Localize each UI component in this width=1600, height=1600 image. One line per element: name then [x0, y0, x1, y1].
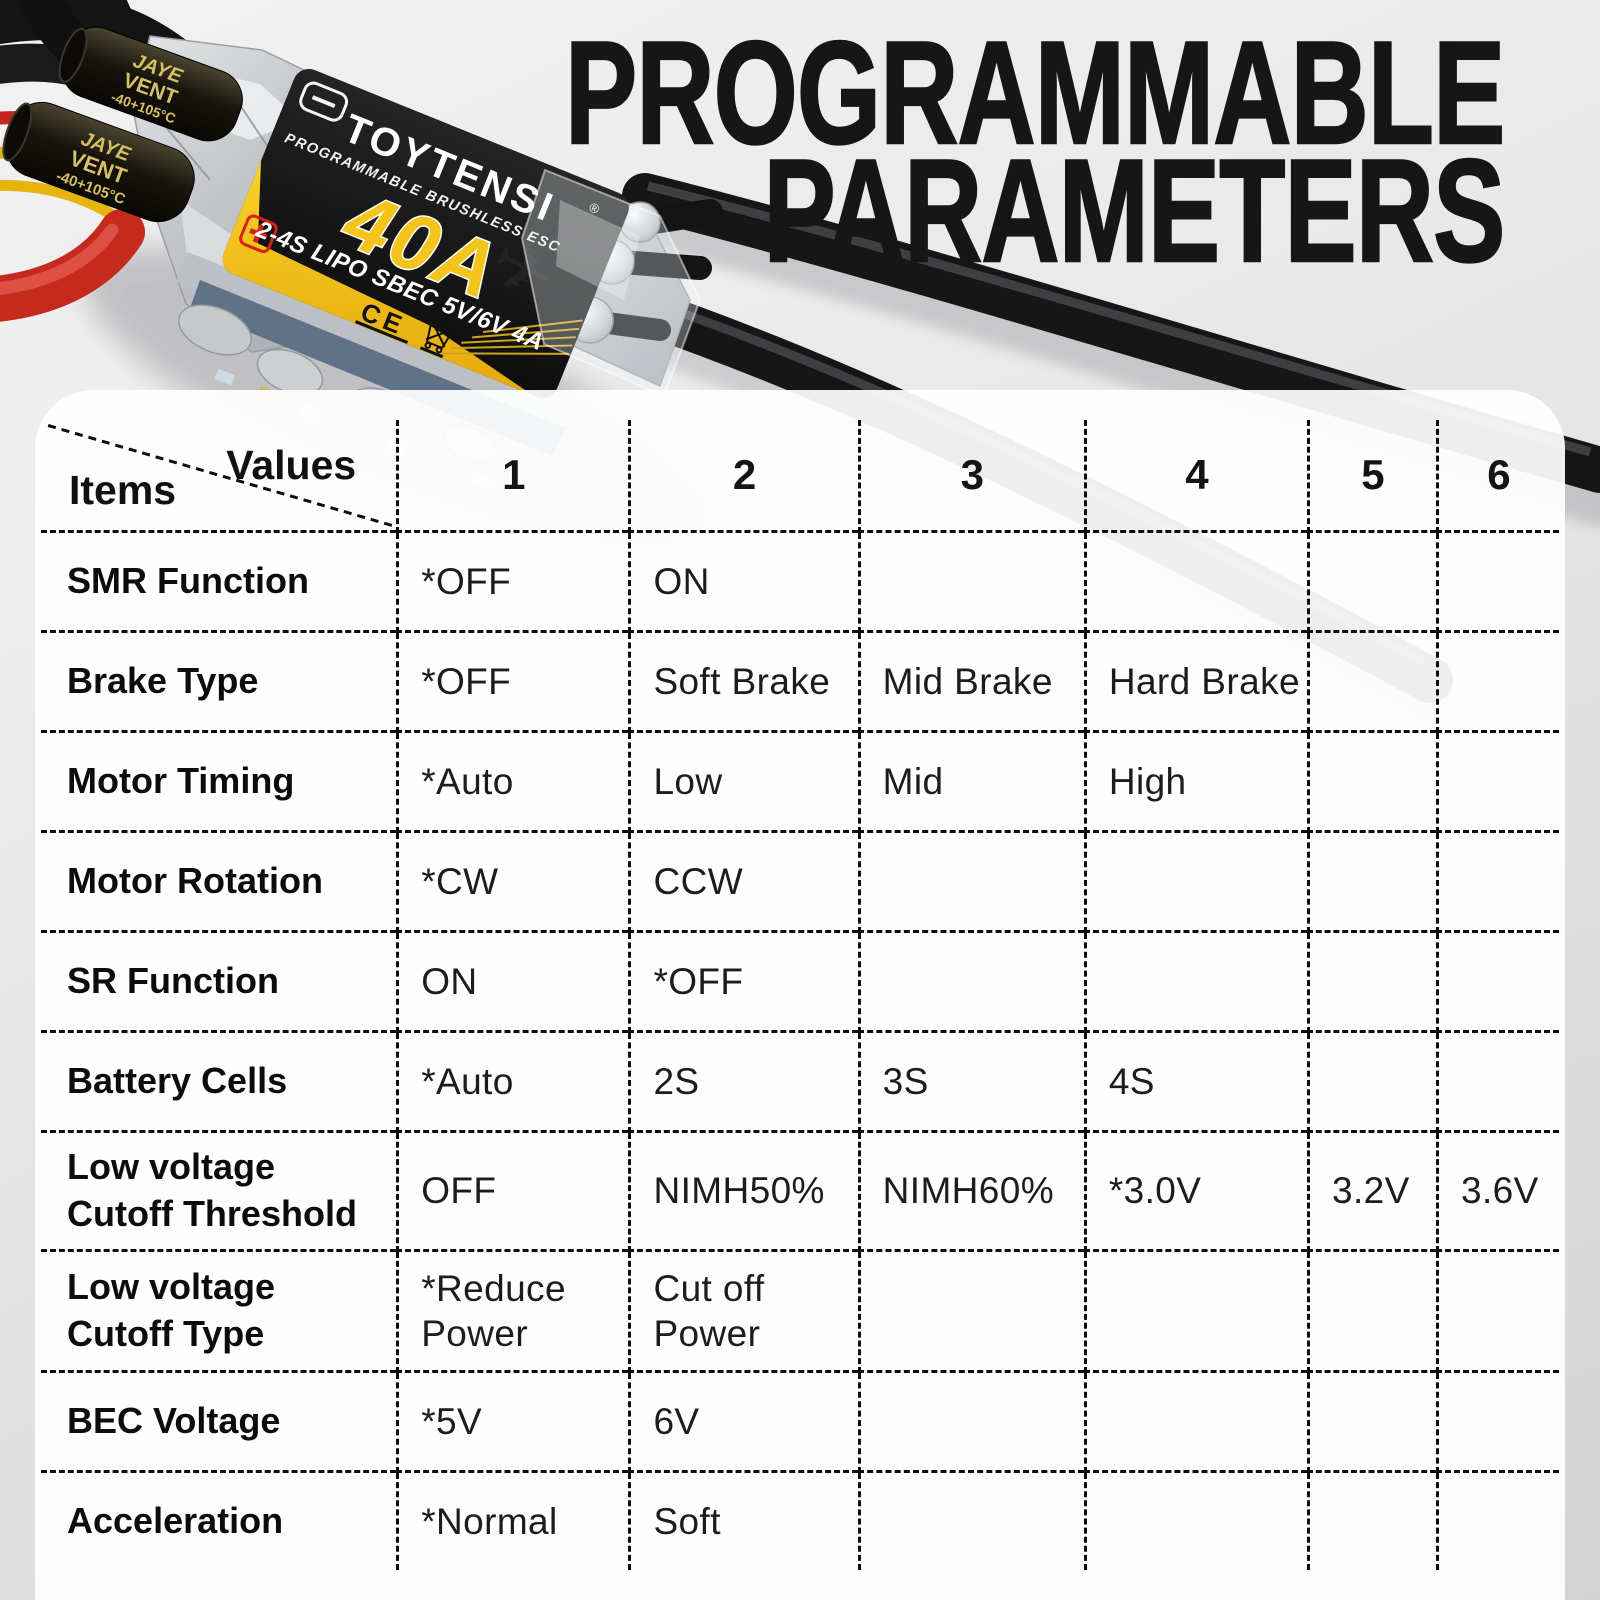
cell: High	[1083, 733, 1307, 833]
cell	[1306, 1473, 1436, 1570]
cell	[857, 1473, 1084, 1570]
cell: *Normal	[396, 1473, 628, 1570]
cell	[1083, 533, 1307, 633]
cell: *Auto	[396, 733, 629, 833]
page-title: PROGRAMMABLE PARAMETERS	[235, 11, 1506, 292]
weee-bin-icon	[419, 318, 457, 359]
cell	[1435, 1473, 1559, 1570]
cell	[1083, 1473, 1307, 1570]
column-header-3: 3	[857, 420, 1084, 533]
cell	[1306, 733, 1436, 833]
cell	[857, 1373, 1084, 1473]
cell	[1435, 1252, 1559, 1373]
cell: *OFF	[396, 633, 629, 733]
capacitor: JAYE VENT -40+105°C	[2, 101, 195, 223]
label-pinstripes	[439, 319, 583, 355]
cell: 2S	[628, 1033, 858, 1133]
cell: Soft	[628, 1473, 857, 1570]
cell	[857, 533, 1084, 633]
parameters-table: Values Items 1 2 3 4 5 6 SMR Function *O…	[41, 420, 1559, 1570]
cell	[1306, 633, 1436, 733]
cell	[1435, 833, 1559, 933]
cell: 3S	[857, 1033, 1084, 1133]
cell: 3.2V	[1306, 1133, 1436, 1252]
table-corner-cell: Values Items	[41, 420, 397, 533]
row-label: Battery Cells	[41, 1033, 397, 1133]
cell: ON	[396, 933, 629, 1033]
row-label: Low voltage Cutoff Type	[41, 1252, 397, 1373]
cell: Mid	[857, 733, 1084, 833]
cell: Mid Brake	[857, 633, 1084, 733]
plus-polarity-icon	[239, 214, 278, 253]
cell	[1306, 833, 1436, 933]
row-label: BEC Voltage	[41, 1373, 397, 1473]
cell: 3.6V	[1435, 1133, 1559, 1252]
cell	[1435, 533, 1559, 633]
title-line-2: PARAMETERS	[762, 129, 1506, 292]
corner-values-label: Values	[226, 442, 357, 488]
row-label: Motor Timing	[41, 733, 397, 833]
cell: *5V	[396, 1373, 629, 1473]
cell	[1083, 1373, 1307, 1473]
product-label: ✈ TOYTENSI ® PROGRAMMABLE BRU	[217, 68, 629, 399]
cell: *Auto	[396, 1033, 629, 1133]
column-header-5: 5	[1306, 420, 1436, 533]
cell: Hard Brake	[1083, 633, 1307, 733]
clear-shrink	[520, 168, 702, 398]
column-header-2: 2	[628, 420, 858, 533]
power-wire-red	[0, 209, 145, 322]
cell: *CW	[396, 833, 629, 933]
product-photo: JAYE VENT -40+105°C JAYE VENT -4	[0, 0, 1600, 731]
cell	[857, 1252, 1084, 1373]
label-yellow-band	[217, 160, 533, 396]
cell: OFF	[396, 1133, 629, 1252]
cell: ON	[628, 533, 858, 633]
parameters-card: Values Items 1 2 3 4 5 6 SMR Function *O…	[35, 390, 1565, 1600]
cell	[1306, 1252, 1436, 1373]
row-label: SMR Function	[41, 533, 397, 633]
cell: Cut off Power	[628, 1252, 858, 1373]
diagonal-divider	[41, 420, 396, 530]
cell	[1306, 1033, 1436, 1133]
cell: *OFF	[628, 933, 858, 1033]
cell	[1083, 1252, 1307, 1373]
cell: *Reduce Power	[396, 1252, 629, 1373]
cell: Soft Brake	[628, 633, 858, 733]
cell: Low	[628, 733, 858, 833]
row-label: Motor Rotation	[41, 833, 397, 933]
minus-polarity-icon	[299, 81, 349, 122]
cell	[1306, 533, 1436, 633]
cell	[1435, 1033, 1559, 1133]
cell: CCW	[628, 833, 858, 933]
cell: *OFF	[396, 533, 629, 633]
cell	[1435, 1373, 1559, 1473]
cell	[1306, 1373, 1436, 1473]
cell: *3.0V	[1083, 1133, 1307, 1252]
row-label: Low voltage Cutoff Threshold	[41, 1133, 397, 1252]
corner-items-label: Items	[69, 467, 177, 513]
column-header-1: 1	[396, 420, 629, 533]
cell	[1435, 933, 1559, 1033]
cell	[1083, 933, 1307, 1033]
column-header-4: 4	[1083, 420, 1307, 533]
cell	[857, 933, 1084, 1033]
cell: NIMH50%	[628, 1133, 858, 1252]
cell: 4S	[1083, 1033, 1307, 1133]
row-label: Acceleration	[67, 1500, 284, 1542]
row-label: Brake Type	[41, 633, 397, 733]
cell	[857, 833, 1084, 933]
cell	[1083, 833, 1307, 933]
title-line-1: PROGRAMMABLE	[564, 11, 1506, 174]
cell	[1435, 733, 1559, 833]
cell	[1435, 633, 1559, 733]
cell: NIMH60%	[857, 1133, 1084, 1252]
row-label: SR Function	[41, 933, 397, 1033]
cell	[1306, 933, 1436, 1033]
column-header-6: 6	[1435, 420, 1559, 533]
cell: 6V	[628, 1373, 858, 1473]
